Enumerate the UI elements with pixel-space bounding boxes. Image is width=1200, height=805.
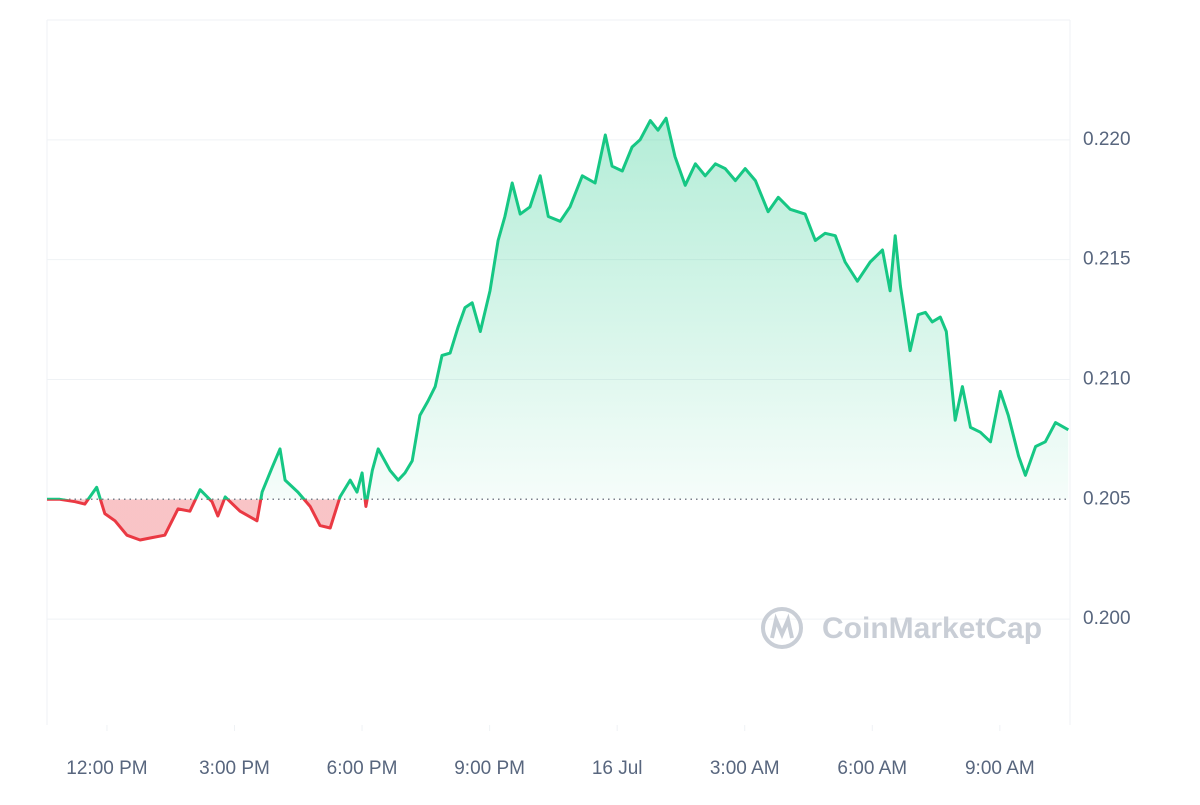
x-tick-label: 12:00 PM [66, 758, 147, 779]
x-tick-label: 16 Jul [592, 758, 643, 779]
y-tick-label: 0.210 [1083, 368, 1131, 389]
logo-m [770, 613, 794, 640]
price-area [47, 118, 1069, 540]
watermark-logo [761, 607, 803, 649]
x-tick-label: 9:00 PM [454, 758, 525, 779]
plot [47, 116, 1070, 542]
logo-circle [761, 607, 803, 649]
y-tick-label: 0.215 [1083, 249, 1131, 270]
x-tick-label: 3:00 AM [710, 758, 780, 779]
y-tick-label: 0.220 [1083, 129, 1131, 150]
x-tick-label: 6:00 PM [327, 758, 398, 779]
x-tick-label: 9:00 AM [965, 758, 1035, 779]
x-tick-label: 3:00 PM [199, 758, 270, 779]
watermark: CoinMarketCap [822, 612, 1042, 645]
y-tick-label: 0.200 [1083, 608, 1131, 629]
price-line [47, 116, 1070, 542]
x-tick-label: 6:00 AM [837, 758, 907, 779]
y-tick-label: 0.205 [1083, 488, 1131, 509]
